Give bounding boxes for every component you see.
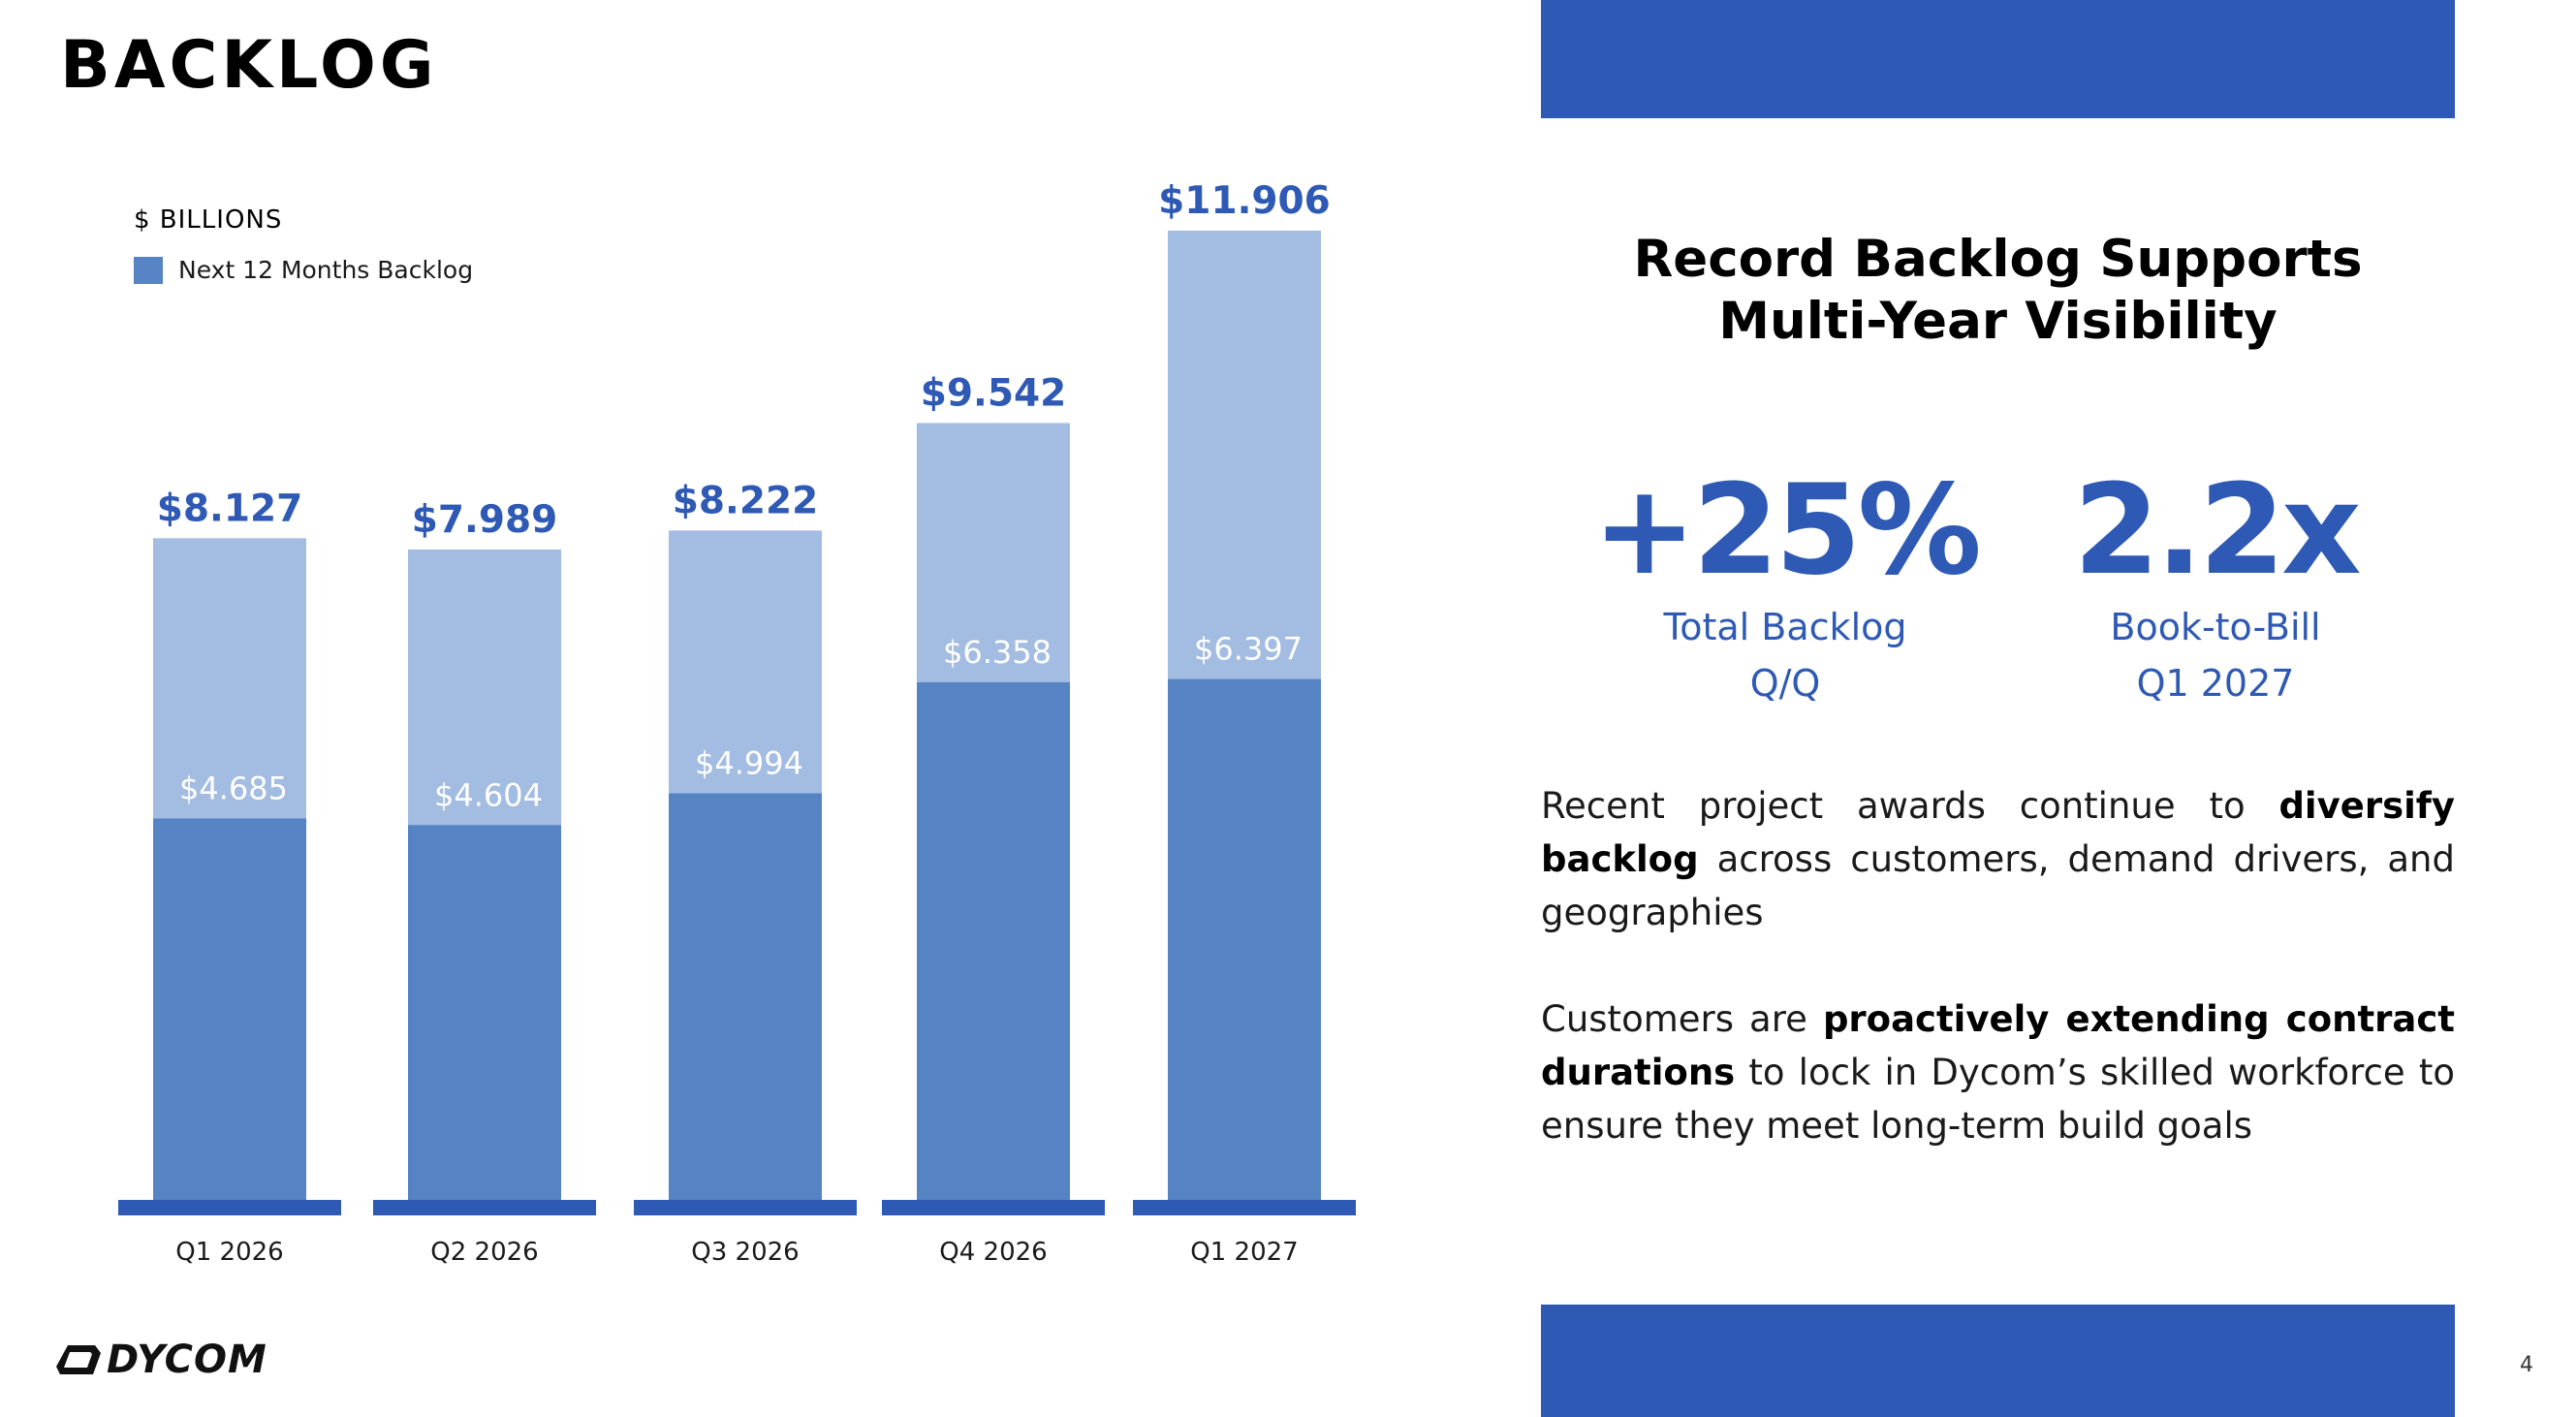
paragraph-contract-durations: Customers are proactively extending cont… xyxy=(1541,992,2455,1152)
x-tick-label: Q2 2026 xyxy=(430,1238,538,1267)
bar-next-12-months xyxy=(408,825,561,1200)
paragraph-diversify: Recent project awards continue to divers… xyxy=(1541,779,2455,939)
dycom-logo-icon xyxy=(56,1345,101,1374)
bar-base-strip xyxy=(373,1200,596,1215)
para1-bold: diversify backlog xyxy=(1541,785,2455,880)
legend-swatch-next12 xyxy=(134,256,163,284)
stat-total-backlog-value: +25% xyxy=(1592,458,1982,603)
total-value-label: $9.542 xyxy=(921,371,1067,415)
bar-next-12-months xyxy=(917,681,1070,1200)
top-accent-band xyxy=(1541,0,2455,118)
y-units-label: $ BILLIONS xyxy=(134,205,283,235)
x-tick-label: Q4 2026 xyxy=(939,1238,1047,1267)
page-number: 4 xyxy=(2520,1353,2533,1377)
bar-base-strip xyxy=(1133,1200,1356,1215)
page-title: BACKLOG xyxy=(60,27,438,104)
stat-total-backlog: +25% Total Backlog Q/Q xyxy=(1582,463,1989,711)
backlog-bar-chart: $8.127 $4.685 Q1 2026 $7.989 $4.604 Q2 2026 $8… xyxy=(118,179,1356,1267)
dycom-logo: DYCOM xyxy=(56,1338,267,1382)
stat-book-to-bill-label-1: Book-to-Bill xyxy=(2110,606,2321,648)
bar-base-strip xyxy=(882,1200,1105,1215)
next12-value-label: $6.397 xyxy=(1194,631,1303,668)
x-tick-label: Q1 2027 xyxy=(1190,1238,1298,1267)
para2-text-a: Customers are xyxy=(1541,998,1823,1040)
dycom-logo-text: DYCOM xyxy=(107,1338,267,1382)
legend-label-next12: Next 12 Months Backlog xyxy=(178,256,474,284)
bar-next-12-months xyxy=(669,793,822,1200)
panel-headline: Record Backlog Supports Multi-Year Visib… xyxy=(1541,229,2455,353)
bar-base-strip xyxy=(118,1200,341,1215)
headline-line-2: Multi-Year Visibility xyxy=(1718,292,2278,351)
total-value-label: $8.127 xyxy=(157,487,303,530)
para2-text-b: to lock in Dycom’s skilled workforce to … xyxy=(1541,1052,2455,1147)
stat-total-backlog-label-1: Total Backlog xyxy=(1663,606,1907,648)
bar-base-strip xyxy=(634,1200,857,1215)
total-value-label: $8.222 xyxy=(673,479,819,522)
total-value-label: $7.989 xyxy=(412,498,558,542)
next12-value-label: $6.358 xyxy=(943,634,1052,671)
x-tick-label: Q1 2026 xyxy=(175,1238,283,1267)
bottom-accent-band xyxy=(1541,1305,2455,1417)
bar-next-12-months xyxy=(153,818,306,1200)
headline-line-1: Record Backlog Supports xyxy=(1633,230,2363,289)
chart-legend: Next 12 Months Backlog xyxy=(134,256,473,284)
para2-bold: proactively extending contract durations xyxy=(1541,998,2455,1093)
stat-book-to-bill-label-2: Q1 2027 xyxy=(2136,662,2295,705)
next12-value-label: $4.994 xyxy=(695,745,803,782)
stat-book-to-bill-value: 2.2x xyxy=(2073,458,2361,603)
stat-book-to-bill: 2.2x Book-to-Bill Q1 2027 xyxy=(2012,463,2419,711)
para1-text-a: Recent project awards continue to xyxy=(1541,785,2279,827)
total-value-label: $11.906 xyxy=(1158,179,1331,223)
x-tick-label: Q3 2026 xyxy=(691,1238,799,1267)
next12-value-label: $4.604 xyxy=(434,776,543,813)
para1-text-b: across customers, demand drivers, and ge… xyxy=(1541,838,2455,933)
stat-total-backlog-label-2: Q/Q xyxy=(1749,662,1821,705)
bar-next-12-months xyxy=(1168,678,1321,1200)
next12-value-label: $4.685 xyxy=(179,770,288,806)
